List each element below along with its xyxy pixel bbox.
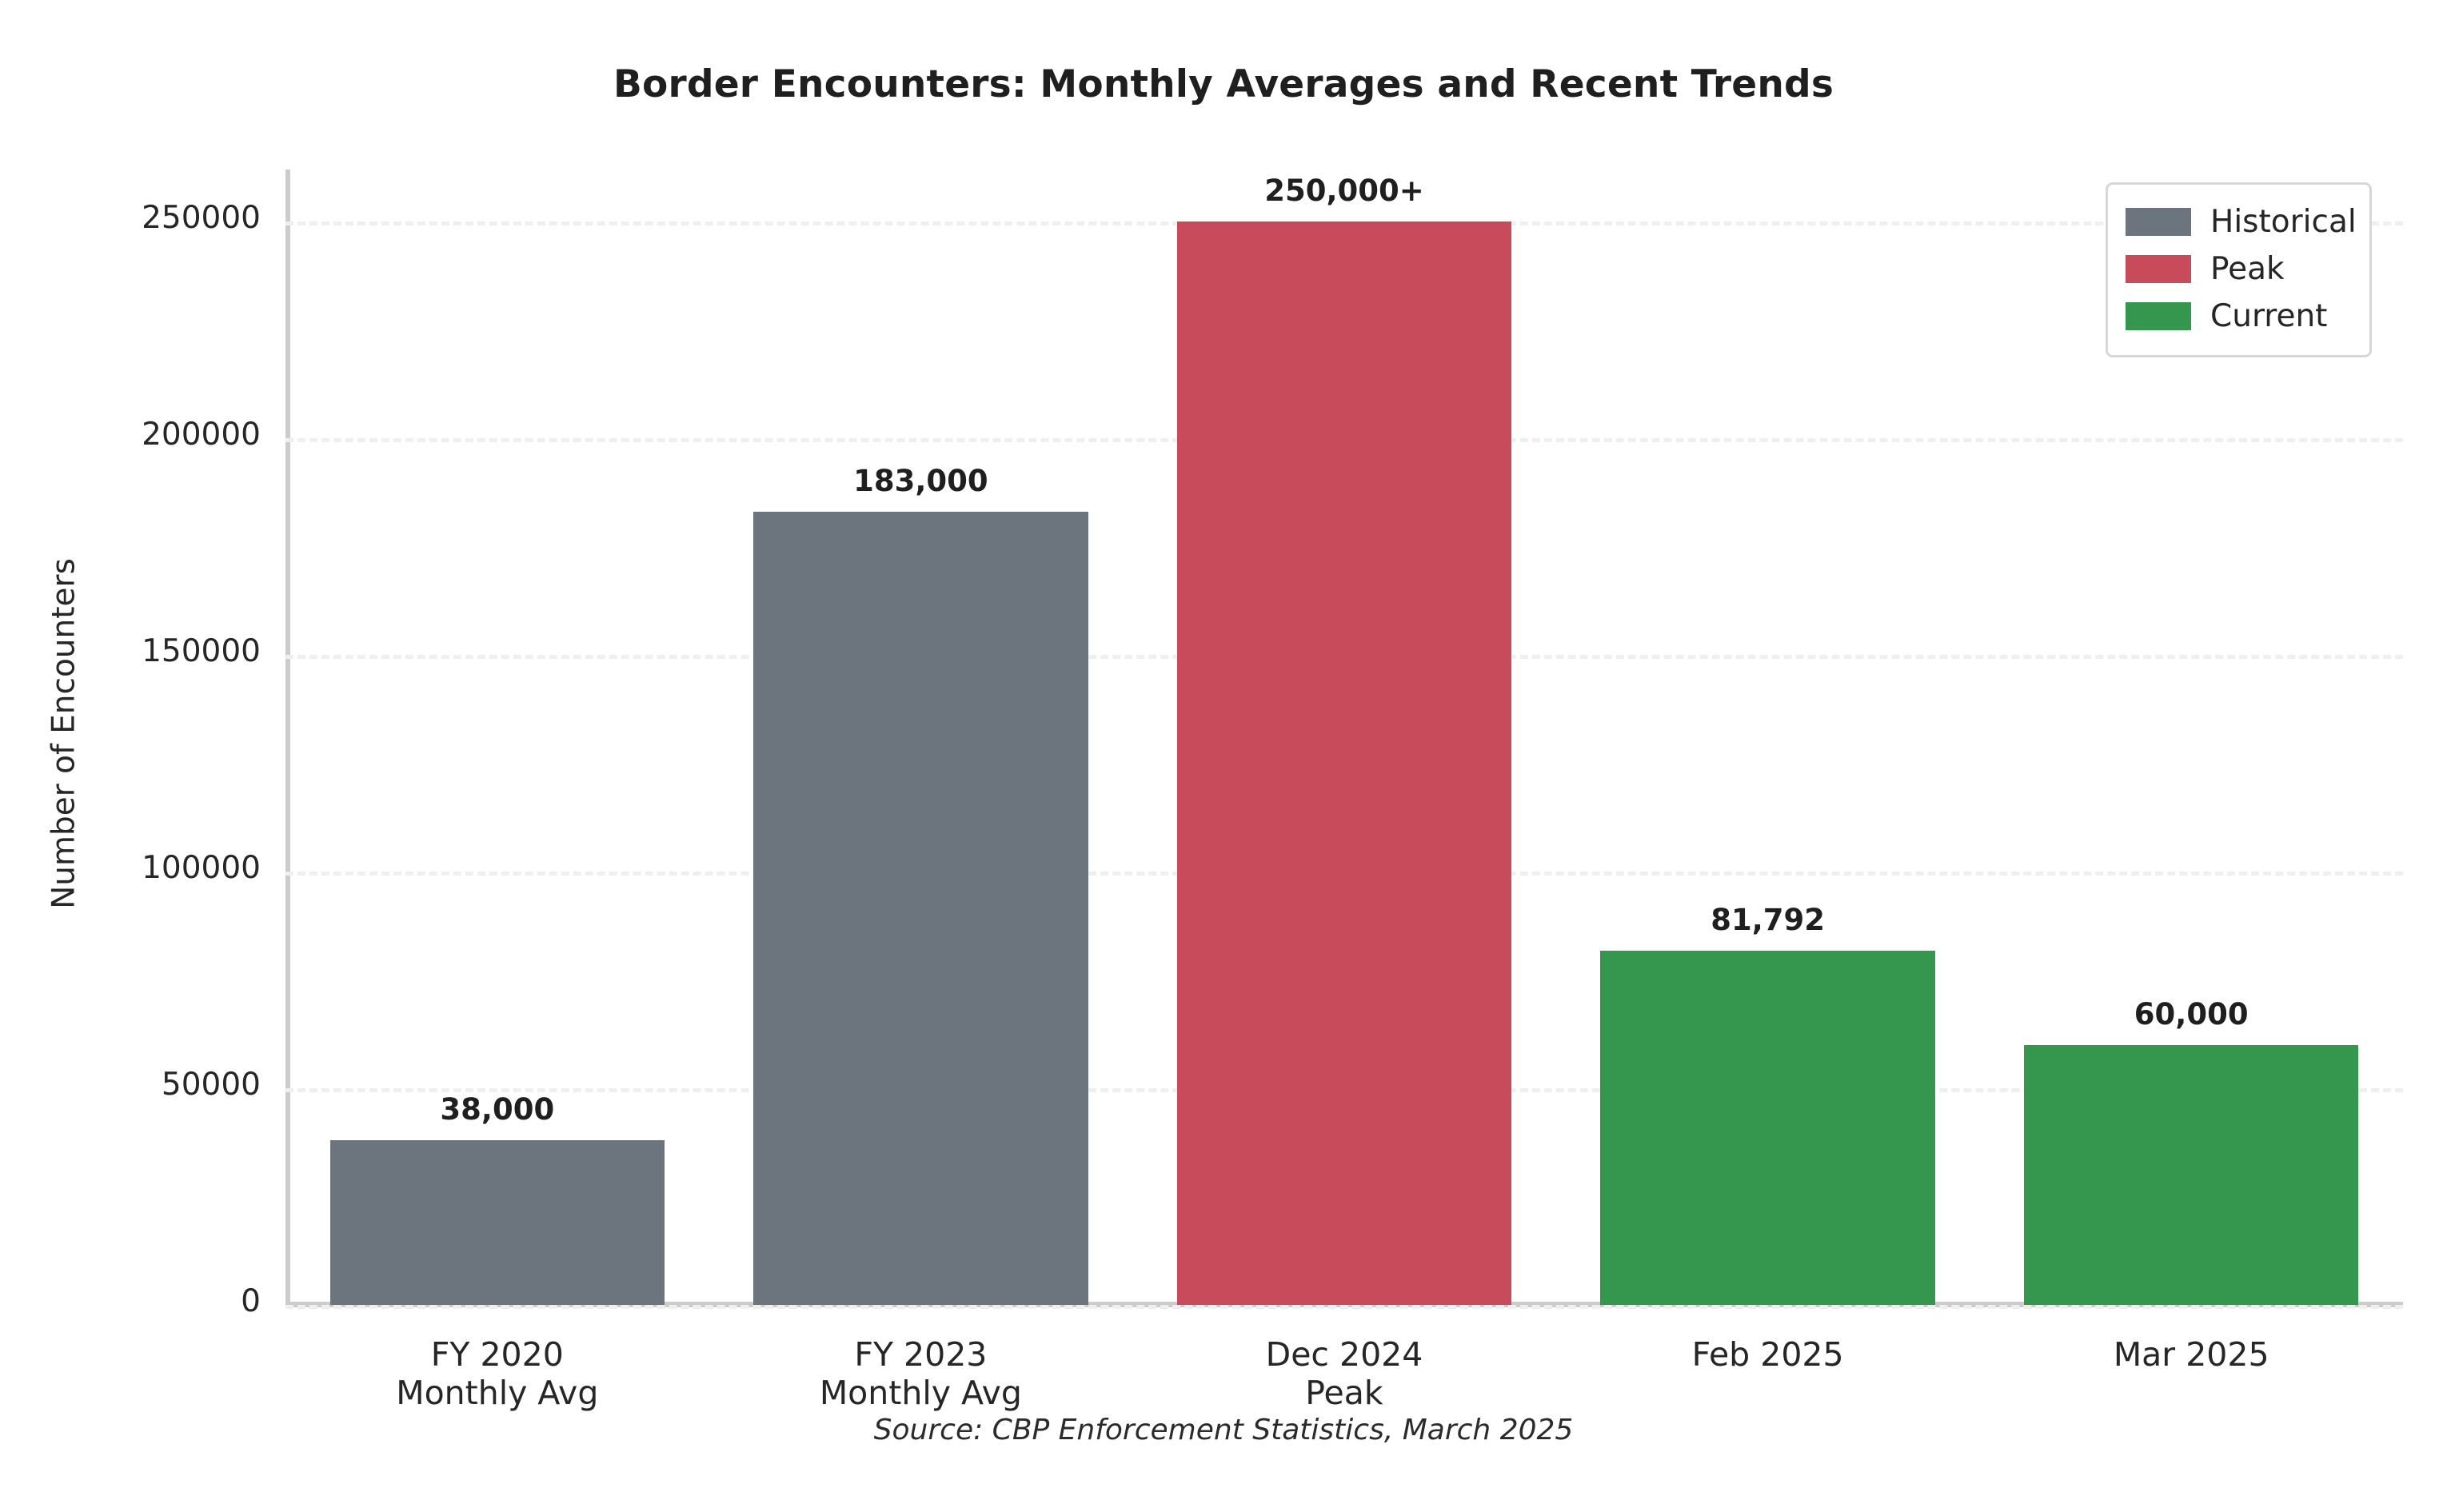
x-tick-label: FY 2020 Monthly Avg	[396, 1335, 599, 1413]
legend-swatch-icon	[2126, 302, 2191, 330]
x-tick-label: Feb 2025	[1691, 1335, 1844, 1374]
y-tick-label: 50000	[161, 1067, 261, 1103]
legend-label: Current	[2210, 298, 2328, 334]
plot-area	[285, 170, 2403, 1309]
bar-peak-2[interactable]	[1176, 221, 1512, 1305]
y-axis-spine	[285, 170, 290, 1307]
bar-value-label: 60,000	[2134, 996, 2249, 1031]
bar-value-label: 183,000	[853, 464, 988, 499]
y-tick-label: 100000	[142, 850, 261, 886]
y-tick-label: 250000	[142, 200, 261, 237]
source-note: Source: CBP Enforcement Statistics, Marc…	[873, 1414, 1574, 1446]
gridline	[285, 1305, 2403, 1309]
bar-value-label: 250,000+	[1264, 174, 1424, 209]
bar-value-label: 81,792	[1711, 902, 1825, 937]
legend-swatch-icon	[2126, 255, 2191, 283]
x-tick-label: Mar 2025	[2113, 1335, 2269, 1374]
chart-title: Border Encounters: Monthly Averages and …	[613, 62, 1834, 106]
bar-historical-1[interactable]	[753, 512, 1088, 1305]
legend-label: Peak	[2210, 251, 2285, 287]
y-tick-label: 0	[241, 1283, 261, 1319]
bar-current-4[interactable]	[2024, 1044, 2359, 1305]
legend-item-historical[interactable]: Historical	[2126, 198, 2357, 245]
legend-item-peak[interactable]: Peak	[2126, 245, 2353, 293]
legend-swatch-icon	[2126, 208, 2191, 236]
x-tick-label: FY 2023 Monthly Avg	[819, 1335, 1022, 1413]
bar-current-3[interactable]	[1600, 950, 1935, 1305]
y-tick-label: 200000	[142, 417, 261, 453]
bar-value-label: 38,000	[440, 1092, 555, 1127]
legend-item-current[interactable]: Current	[2126, 293, 2353, 340]
bar-historical-0[interactable]	[329, 1140, 665, 1305]
y-tick-label: 150000	[142, 633, 261, 670]
x-tick-label: Dec 2024 Peak	[1265, 1335, 1423, 1413]
legend: Historical Peak Current	[2106, 182, 2372, 357]
y-axis-tick-labels: 0 50000 100000 150000 200000 250000	[0, 0, 272, 1512]
legend-label: Historical	[2210, 204, 2357, 240]
